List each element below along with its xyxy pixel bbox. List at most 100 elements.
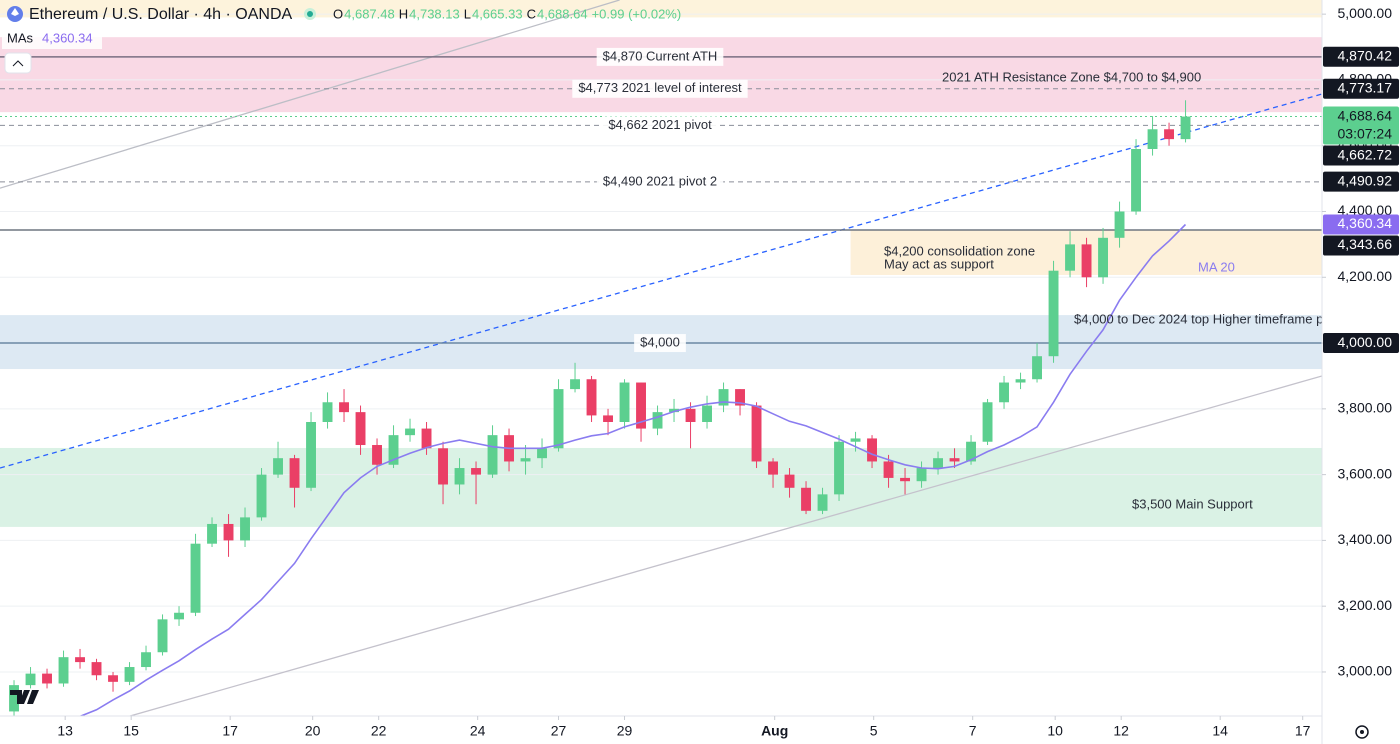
candle-body xyxy=(570,379,580,390)
candle-body xyxy=(273,458,283,475)
candle-body xyxy=(966,441,976,462)
candle-body xyxy=(784,474,795,488)
candle-body xyxy=(817,494,828,511)
candle-body xyxy=(867,438,877,462)
candle-body xyxy=(1098,237,1108,278)
candle-body xyxy=(669,408,679,413)
ohlc-value: 4,687.48 xyxy=(344,6,395,21)
candle-body xyxy=(1015,379,1026,383)
candle-body xyxy=(42,673,52,684)
candle-body xyxy=(91,662,102,676)
annotation: $4,000 to Dec 2024 top Higher timeframe … xyxy=(1074,311,1323,326)
candle-body xyxy=(1180,116,1191,140)
candle-body xyxy=(438,448,448,485)
x-tick-label: 12 xyxy=(1113,723,1129,739)
price-badge xyxy=(1323,235,1399,256)
header: Ethereum / U.S. Dollar · 4h · OANDA MAs … xyxy=(2,6,1369,739)
price-badge xyxy=(1323,214,1399,235)
level-label: $4,490 2021 pivot 2 xyxy=(603,173,717,188)
market-status xyxy=(307,11,313,17)
candle-body xyxy=(9,685,19,712)
x-tick-label: 15 xyxy=(123,723,139,739)
price-badge-label: 4,773.17 xyxy=(1338,79,1393,95)
x-tick-label: 5 xyxy=(870,723,878,739)
candle-body xyxy=(652,412,663,429)
ohlc-key: C xyxy=(527,6,536,21)
level-label: $4,773 2021 level of interest xyxy=(578,80,742,95)
ohlc-key: L xyxy=(464,6,471,21)
candle-body xyxy=(949,458,960,462)
x-tick-label: 29 xyxy=(617,723,633,739)
ohlc-value: 4,688.64 xyxy=(537,6,588,21)
x-tick-label: 17 xyxy=(222,723,238,739)
x-tick-label: 20 xyxy=(305,723,321,739)
x-tick-label: 27 xyxy=(551,723,567,739)
candle-body xyxy=(289,458,300,488)
candle-body xyxy=(1114,211,1125,238)
candle-body xyxy=(850,438,861,442)
candle-body xyxy=(157,619,168,653)
candle-body xyxy=(174,612,184,620)
price-badge-label: 4,688.64 xyxy=(1338,107,1393,123)
candle-body xyxy=(586,379,597,416)
y-tick-label: 3,600.00 xyxy=(1338,465,1393,481)
zone xyxy=(0,0,1322,18)
level-label-bg xyxy=(572,79,748,98)
price-badge-label: 4,662.72 xyxy=(1338,146,1393,162)
settings-button[interactable] xyxy=(1355,725,1369,739)
y-tick-label: 3,800.00 xyxy=(1338,400,1393,416)
level-label: $4,000 xyxy=(640,334,680,349)
candle-body xyxy=(520,458,531,462)
plot: $4,870 Current ATH $4,773 2021 level of i… xyxy=(0,0,1323,716)
candle-body xyxy=(372,445,382,465)
candle-body xyxy=(735,389,745,406)
trend-line xyxy=(0,93,1322,469)
y-tick-label: 3,000.00 xyxy=(1338,663,1393,679)
candle-body xyxy=(75,657,85,663)
x-tick-label: 7 xyxy=(969,723,977,739)
price-badge xyxy=(1323,46,1399,67)
level-label-bg xyxy=(596,172,724,191)
x-tick-label: 17 xyxy=(1295,723,1311,739)
collapse-button[interactable] xyxy=(4,52,32,74)
price-countdown: 03:07:24 xyxy=(1338,125,1393,141)
candle-body xyxy=(619,382,630,422)
candle-body xyxy=(768,461,778,475)
x-tick-label: 10 xyxy=(1047,723,1063,739)
candle-body xyxy=(487,435,498,475)
candle-body xyxy=(141,652,151,668)
candle-body xyxy=(933,458,943,469)
ohlc-key: H xyxy=(399,6,408,21)
x-tick-label: 13 xyxy=(57,723,73,739)
price-badge-label: 4,343.66 xyxy=(1338,236,1393,252)
ma-legend-bg xyxy=(2,29,102,49)
candle-body xyxy=(685,408,696,422)
price-badge xyxy=(1323,145,1399,166)
ma-line xyxy=(79,223,1187,716)
x-tick-label: 22 xyxy=(371,723,387,739)
candle-body xyxy=(306,421,316,488)
candle-body xyxy=(883,461,894,478)
annotation: May act as support xyxy=(884,256,994,271)
ma-legend-label: MAs xyxy=(7,30,34,45)
collapse-icon xyxy=(12,60,24,67)
candle-body xyxy=(1048,270,1059,357)
level-label-bg xyxy=(596,47,724,66)
candle-body xyxy=(190,543,201,613)
candle-body xyxy=(801,487,811,511)
price-badge-label: 4,360.34 xyxy=(1338,215,1393,231)
candle-body xyxy=(718,389,729,406)
y-tick-label: 3,400.00 xyxy=(1338,531,1393,547)
level-label: $4,870 Current ATH xyxy=(603,48,718,63)
price-change: +0.99 (+0.02%) xyxy=(592,6,682,21)
candle-body xyxy=(207,523,217,544)
axes: 3,000.00 3,200.00 3,400.00 3,600.00 3,800.00… xyxy=(57,5,1399,739)
candle-body xyxy=(916,468,927,482)
candle-body xyxy=(124,667,135,682)
symbol-title: Ethereum / U.S. Dollar · 4h · OANDA xyxy=(29,6,293,23)
price-badge-label: 4,870.42 xyxy=(1338,47,1393,63)
price-badge xyxy=(1323,171,1399,192)
annotation: $3,500 Main Support xyxy=(1132,496,1253,511)
